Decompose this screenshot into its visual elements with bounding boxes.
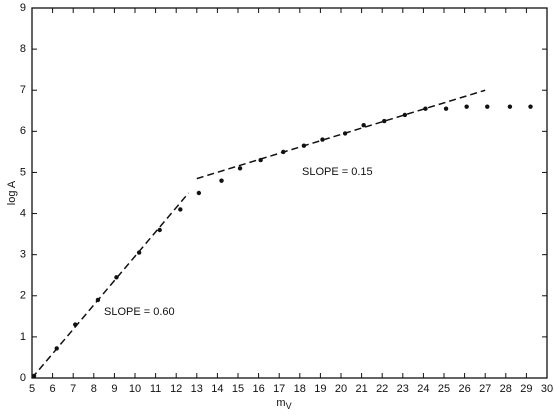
data-point [464, 104, 469, 109]
data-point [136, 250, 142, 255]
data-point [114, 275, 119, 280]
data-point [423, 106, 428, 111]
x-tick-label: 29 [520, 383, 532, 395]
x-tick-label: 15 [232, 383, 244, 395]
x-tick-label: 30 [541, 383, 553, 395]
x-tick-label: 10 [129, 383, 141, 395]
x-tick-label: 8 [91, 383, 97, 395]
x-tick-label: 5 [29, 383, 35, 395]
x-tick-label: 17 [273, 383, 285, 395]
y-tick-label: 8 [20, 43, 26, 55]
x-tick-label: 21 [355, 383, 367, 395]
x-axis-label-main: m [276, 397, 285, 409]
data-point [382, 118, 387, 124]
y-tick-label: 2 [20, 290, 26, 302]
data-point [219, 178, 224, 183]
x-tick-label: 23 [397, 383, 409, 395]
x-tick-label: 26 [458, 383, 470, 395]
y-tick-label: 9 [20, 2, 26, 14]
y-axis-label: log A [6, 180, 18, 205]
y-tick-label: 6 [20, 125, 26, 137]
x-tick-label: 14 [211, 383, 223, 395]
data-point [361, 122, 366, 128]
data-point [31, 373, 37, 379]
fit-line [31, 192, 190, 379]
data-point [507, 104, 513, 109]
y-tick-label: 4 [20, 207, 26, 219]
x-tick-label: 22 [376, 383, 388, 395]
data-point [258, 157, 263, 163]
x-tick-label: 7 [70, 383, 76, 395]
data-point [178, 207, 183, 212]
x-tick-label: 24 [417, 383, 429, 395]
data-point [196, 190, 202, 196]
data-point [237, 166, 243, 171]
y-tick-label: 0 [20, 372, 26, 384]
x-tick-label: 13 [191, 383, 203, 395]
y-tick-label: 3 [20, 249, 26, 261]
data-point [342, 131, 348, 136]
x-tick-label: 6 [50, 383, 56, 395]
data-point [301, 143, 307, 148]
x-axis-label: mV [276, 397, 291, 411]
x-tick-label: 20 [335, 383, 347, 395]
x-tick-label: 12 [170, 383, 182, 395]
x-tick-label: 19 [314, 383, 326, 395]
data-point [443, 106, 449, 111]
x-axis-label-sub: V [286, 401, 292, 411]
data-point [95, 297, 101, 303]
x-tick-label: 9 [111, 383, 117, 395]
annotation: SLOPE = 0.60 [104, 306, 175, 318]
data-point [281, 149, 286, 155]
annotation: SLOPE = 0.15 [302, 166, 373, 178]
plot-frame [31, 7, 548, 379]
data-point [320, 137, 325, 142]
data-point [485, 104, 490, 109]
x-tick-label: 18 [294, 383, 306, 395]
x-tick-label: 11 [150, 383, 161, 395]
data-point [528, 104, 533, 109]
data-point [157, 227, 162, 233]
data-point [54, 346, 59, 351]
data-point [402, 112, 408, 118]
data-point [73, 322, 78, 327]
y-tick-label: 7 [20, 84, 26, 96]
y-tick-label: 5 [20, 166, 26, 178]
x-tick-label: 27 [479, 383, 491, 395]
x-tick-label: 28 [500, 383, 512, 395]
x-tick-label: 16 [252, 383, 264, 395]
y-tick-label: 1 [20, 331, 26, 343]
fit-line [196, 89, 486, 180]
x-tick-label: 25 [438, 383, 450, 395]
